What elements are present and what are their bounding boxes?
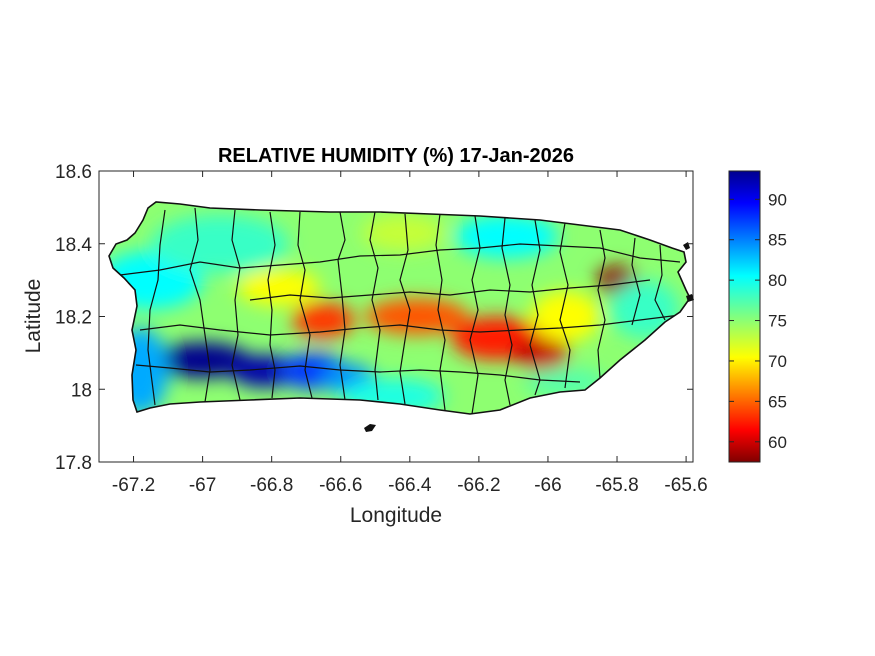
- x-axis: -67.2 -67 -66.8 -66.6 -66.4 -66.2 -66 -65.8 -65.…: [112, 171, 708, 496]
- x-tick-label: -66.6: [319, 475, 362, 496]
- colorbar-tick-label: 75: [768, 312, 787, 331]
- caja-de-muertos-island: [364, 424, 376, 432]
- humidity-cell-18: [361, 214, 445, 252]
- x-tick-label: -66.4: [388, 475, 432, 496]
- x-axis-label: Longitude: [350, 504, 442, 527]
- colorbar: [728, 170, 761, 463]
- colorbar-tick-label: 85: [768, 231, 787, 250]
- x-tick-label: -66: [534, 475, 561, 496]
- colorbar-tick-label: 70: [768, 352, 787, 371]
- humidity-field: [109, 202, 690, 414]
- humidity-cell-7: [150, 214, 289, 273]
- x-tick-label: -65.8: [595, 475, 638, 496]
- x-tick-label: -66.2: [457, 475, 500, 496]
- colorbar-tick-label: 90: [768, 190, 787, 209]
- y-axis-label: Latitude: [22, 279, 45, 354]
- humidity-cell-1: [230, 354, 300, 388]
- chart-title: RELATIVE HUMIDITY (%) 17-Jan-2026: [218, 145, 574, 167]
- humidity-cell-11: [513, 334, 569, 372]
- colorbar-ticks: 60 65 70 75 80 85 90: [729, 190, 787, 452]
- humidity-cell-13: [530, 291, 600, 342]
- y-axis: 17.8 18 18.2 18.4 18.6: [55, 162, 693, 474]
- colorbar-tick-label: 65: [768, 392, 787, 411]
- humidity-cell-9: [364, 298, 469, 335]
- x-tick-label: -67: [189, 475, 216, 496]
- x-tick-label: -67.2: [112, 475, 155, 496]
- x-tick-label: -65.6: [664, 475, 707, 496]
- y-tick-label: 18.4: [55, 235, 92, 256]
- municipal-boundaries: [119, 207, 681, 414]
- humidity-cell-17: [237, 269, 321, 306]
- y-tick-label: 18.2: [55, 308, 92, 329]
- east-islet-2: [686, 294, 694, 302]
- colorbar-tick-label: 60: [768, 433, 787, 452]
- y-tick-label: 17.8: [55, 453, 92, 474]
- x-tick-label: -66.8: [250, 475, 293, 496]
- colorbar-tick-label: 80: [768, 271, 787, 290]
- y-tick-label: 18.6: [55, 162, 92, 183]
- humidity-cell-14: [454, 214, 559, 259]
- y-tick-label: 18: [71, 380, 92, 401]
